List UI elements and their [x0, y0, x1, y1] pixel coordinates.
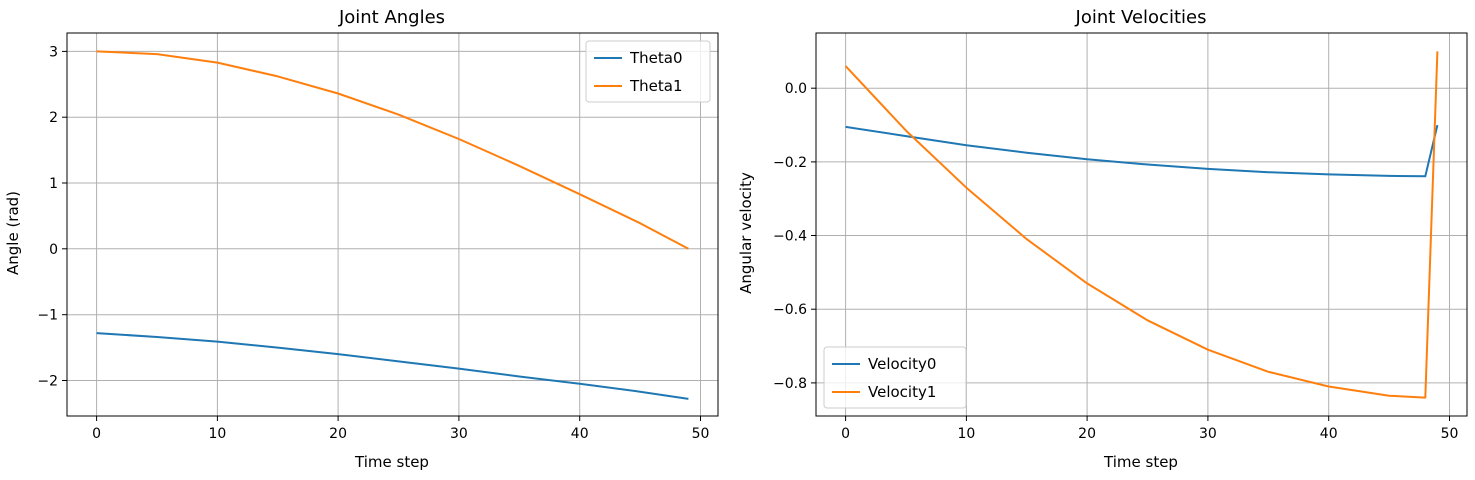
x-axis-label: Time step: [354, 453, 429, 471]
plot-lines: [96, 50, 689, 400]
x-tick-label: 50: [1441, 426, 1459, 442]
y-tick-label: 0: [49, 242, 58, 258]
y-tick-label: 0.0: [785, 81, 807, 97]
y-axis-label: Angle (rad): [4, 191, 22, 275]
legend-label-velocity0: Velocity0: [868, 355, 936, 373]
axis-ticks: 0 10 20 30 40 50 −0.8 −0.6 −0.4 −0.2 0.0: [773, 81, 1458, 442]
x-tick-label: 10: [208, 426, 226, 442]
x-tick-label: 0: [92, 426, 101, 442]
plot-lines: [844, 51, 1439, 399]
y-tick-label: −0.8: [773, 376, 807, 392]
series-line-theta1: [96, 50, 689, 250]
chart-title: Joint Angles: [338, 7, 445, 28]
legend-label-velocity1: Velocity1: [868, 383, 936, 401]
legend: Theta0 Theta1: [585, 40, 711, 103]
x-tick-label: 40: [1320, 426, 1338, 442]
y-tick-label: 3: [49, 44, 58, 60]
series-line-theta0: [96, 332, 689, 400]
legend-label-theta0: Theta0: [629, 49, 683, 67]
joint-velocities-chart: Joint Velocities Time step Angular veloc…: [737, 7, 1468, 471]
x-tick-label: 50: [692, 426, 710, 442]
x-axis-label: Time step: [1103, 453, 1178, 471]
series-line-velocity0: [845, 124, 1439, 178]
joint-angles-chart: Joint Angles Time step Angle (rad) 0 10 20…: [4, 7, 719, 471]
x-tick-label: 10: [957, 426, 975, 442]
chart-title: Joint Velocities: [1075, 7, 1207, 28]
axis-ticks: 0 10 20 30 40 50 −2 −1 0 1 2 3: [37, 44, 709, 442]
legend: Velocity0 Velocity1: [823, 346, 967, 409]
y-tick-label: −1: [37, 308, 58, 324]
y-tick-label: −0.4: [773, 229, 807, 245]
x-tick-label: 30: [450, 426, 468, 442]
x-tick-label: 30: [1199, 426, 1217, 442]
y-tick-label: −0.2: [773, 155, 807, 171]
y-tick-label: −2: [37, 374, 58, 390]
y-tick-label: −0.6: [773, 302, 807, 318]
series-line-velocity1: [844, 51, 1439, 399]
x-tick-label: 20: [1078, 426, 1096, 442]
plot-frame: [66, 32, 719, 417]
legend-label-theta1: Theta1: [629, 77, 683, 95]
x-tick-label: 0: [841, 426, 850, 442]
y-tick-label: 1: [49, 176, 58, 192]
plot-frame: [815, 32, 1468, 417]
x-tick-label: 20: [329, 426, 347, 442]
grid: [816, 33, 1467, 416]
y-axis-label: Angular velocity: [737, 172, 755, 294]
x-tick-label: 40: [571, 426, 589, 442]
y-tick-label: 2: [49, 110, 58, 126]
